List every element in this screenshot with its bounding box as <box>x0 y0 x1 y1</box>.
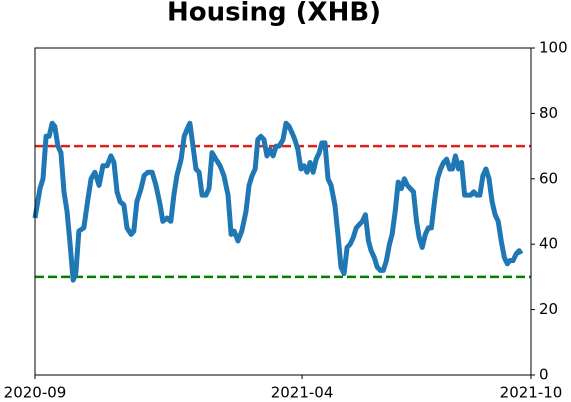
chart-title: Housing (XHB) <box>167 0 381 28</box>
y-tick-label: 20 <box>539 300 558 318</box>
y-tick-label: 0 <box>539 366 549 384</box>
x-tick-label: 2021-04 <box>271 384 334 402</box>
plot-frame <box>34 47 532 376</box>
y-tick-label: 40 <box>539 235 558 253</box>
x-tick-label: 2021-10 <box>500 384 563 402</box>
x-tick-label: 2020-09 <box>4 384 67 402</box>
y-tick-label: 80 <box>539 104 558 122</box>
y-tick-label: 60 <box>539 169 558 187</box>
y-tick-label: 100 <box>539 39 568 57</box>
data-line <box>32 120 524 283</box>
